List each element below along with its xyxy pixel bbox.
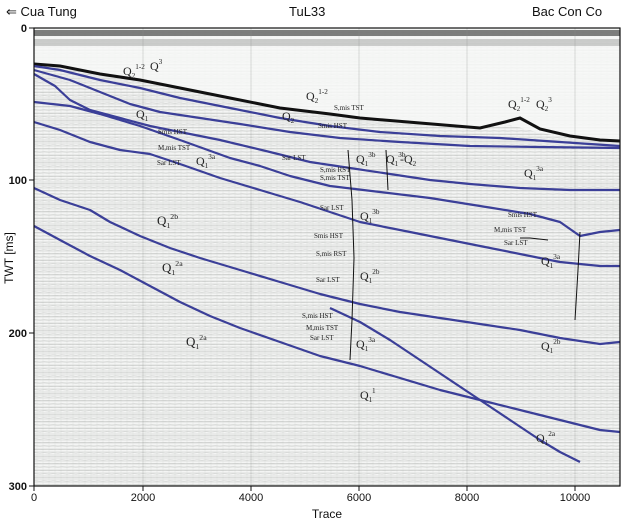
horizon-4	[33, 100, 621, 238]
systems-tract-label: Sar LST	[316, 276, 340, 284]
horizon-1	[33, 64, 621, 148]
fault-1	[347, 149, 355, 361]
vertical-gridlines	[142, 28, 576, 486]
plot-frame	[33, 27, 621, 487]
fault-2	[385, 149, 389, 191]
seafloor-reflector	[33, 62, 621, 143]
systems-tract-label: M,mis TST	[494, 226, 527, 234]
stratigraphic-unit-label: Q12a	[536, 430, 556, 447]
y-tick-label: 0	[21, 23, 27, 35]
y-tick-labels: 0 100 200 300	[9, 23, 27, 493]
sea-surface-band	[34, 30, 620, 36]
y-axis-title: TWT [ms]	[2, 232, 16, 284]
stratigraphic-unit-label: Q12b	[157, 212, 178, 230]
x-tick-label: 4000	[239, 492, 263, 504]
stratigraphic-unit-label: Q23	[536, 96, 552, 113]
systems-tract-label: S,mis RST	[320, 166, 351, 174]
systems-tract-label: Sar LST	[282, 154, 306, 162]
x-tick-label: 0	[31, 492, 37, 504]
stratigraphic-unit-label: Q12b	[360, 268, 380, 285]
horizon-7	[33, 225, 621, 434]
x-tick-label: 10000	[560, 492, 591, 504]
stratigraphic-unit-label: -Q2	[400, 152, 417, 168]
stratigraphic-unit-label: Q13b	[360, 208, 380, 225]
stratigraphic-unit-label: Q11	[360, 387, 376, 404]
left-end-title: ⇐ Cua Tung	[6, 4, 77, 19]
stratigraphic-unit-label: Q12b	[541, 338, 561, 355]
systems-tract-label: Sar LST	[504, 239, 528, 247]
stratigraphic-unit-label: Q13a	[524, 165, 544, 182]
horizon-group	[33, 64, 621, 463]
y-tick-label: 100	[9, 175, 27, 187]
y-tick-label: 300	[9, 481, 27, 493]
x-tick-label: 2000	[131, 492, 155, 504]
horizon-6	[33, 187, 621, 346]
water-column	[34, 28, 620, 141]
systems-tract-label: Smis HST	[318, 122, 348, 130]
systems-tract-label: M,mis TST	[306, 324, 339, 332]
fault-lines	[347, 149, 581, 361]
stratigraphic-unit-label: Q1	[136, 107, 149, 123]
x-tick-labels: 0 2000 4000 6000 8000 10000	[31, 492, 590, 504]
stratigraphic-unit-label: Q21-2	[508, 96, 530, 113]
systems-tract-label: Sar LST	[157, 159, 181, 167]
stratigraphic-unit-label: Q12a	[186, 333, 207, 351]
stratigraphic-unit-label: Q13b	[386, 151, 406, 168]
systems-tract-label: Smis HST	[158, 128, 188, 136]
stratigraphic-unit-label: Q2	[282, 109, 295, 125]
fault-3	[574, 231, 581, 321]
horizon-5	[33, 120, 620, 268]
stratigraphic-unit-label: Q12a	[162, 259, 183, 277]
horizon-8	[329, 307, 581, 463]
water-multiple-band	[34, 39, 620, 46]
y-tick-label: 200	[9, 328, 27, 340]
systems-tract-label: Sar LST	[310, 334, 334, 342]
systems-tract-label: Smis HST	[508, 211, 538, 219]
systems-tract-label: S,mis TST	[334, 104, 365, 112]
tick-marks	[29, 27, 576, 491]
horizon-2	[33, 68, 621, 150]
x-tick-label: 8000	[455, 492, 479, 504]
x-axis-title: Trace	[312, 507, 343, 521]
horizon-3	[33, 73, 620, 192]
systems-tract-label: M,mis TST	[158, 144, 191, 152]
systems-tract-label: S,mis RST	[316, 250, 347, 258]
stratigraphic-unit-label: Q3	[150, 58, 163, 73]
systems-tract-label: S,mis TST	[320, 174, 351, 182]
fault-4	[520, 237, 549, 241]
systems-tract-label: S,mis HST	[302, 312, 333, 320]
systems-tract-label: Smis HST	[314, 232, 344, 240]
systems-tract-label: Sar LST	[320, 204, 344, 212]
stratigraphic-unit-label: Q13a	[541, 253, 561, 270]
right-end-title: Bac Con Co	[532, 4, 603, 19]
stratigraphic-unit-label: Q13b	[356, 151, 376, 168]
stratigraphic-unit-label: Q21-2	[306, 88, 328, 105]
x-tick-label: 6000	[347, 492, 371, 504]
stratigraphic-labels: Q21-2 Q3 Q21-2 Q21-2 Q23 Q1 Q2 Q13a Q13b Q13b Q13a…	[123, 58, 561, 447]
stratigraphic-unit-label: Q13a	[196, 153, 216, 170]
profile-line-title: TuL33	[289, 4, 326, 19]
systems-tract-labels: S,mis TST Smis HST Smis HST M,mis TST Sar LS…	[157, 104, 538, 342]
stratigraphic-unit-label: Q21-2	[123, 63, 145, 80]
stratigraphic-unit-label: Q13a	[356, 336, 376, 353]
